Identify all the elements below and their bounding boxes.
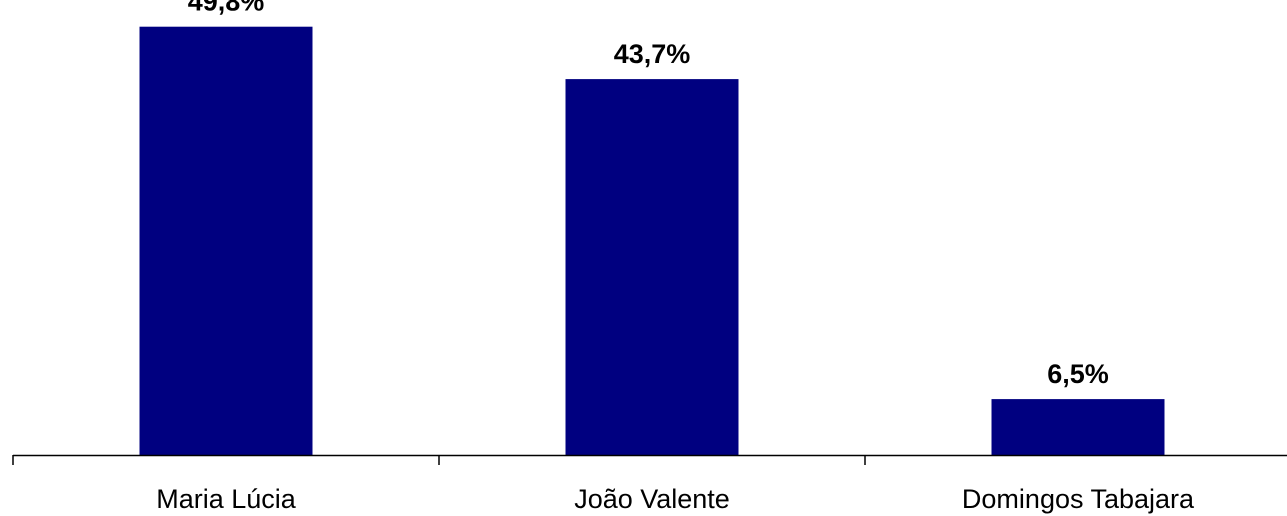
bar-0 <box>139 26 313 455</box>
x-axis-ticks-group <box>12 455 866 465</box>
bar-2 <box>991 399 1165 455</box>
bar-1 <box>565 79 739 455</box>
x-tick-label-2: Domingos Tabajara <box>962 484 1195 514</box>
data-label-0: 49,8% <box>188 0 265 17</box>
bars-group <box>139 26 1165 455</box>
data-label-2: 6,5% <box>1047 359 1109 389</box>
x-tick-label-0: Maria Lúcia <box>156 484 297 514</box>
data-label-1: 43,7% <box>614 39 691 69</box>
data-labels-group: 49,8% 43,7% 6,5% <box>188 0 1109 389</box>
x-axis-tick-labels-group: Maria Lúcia João Valente Domingos Tabajara <box>156 484 1195 514</box>
x-tick-label-1: João Valente <box>574 484 730 514</box>
